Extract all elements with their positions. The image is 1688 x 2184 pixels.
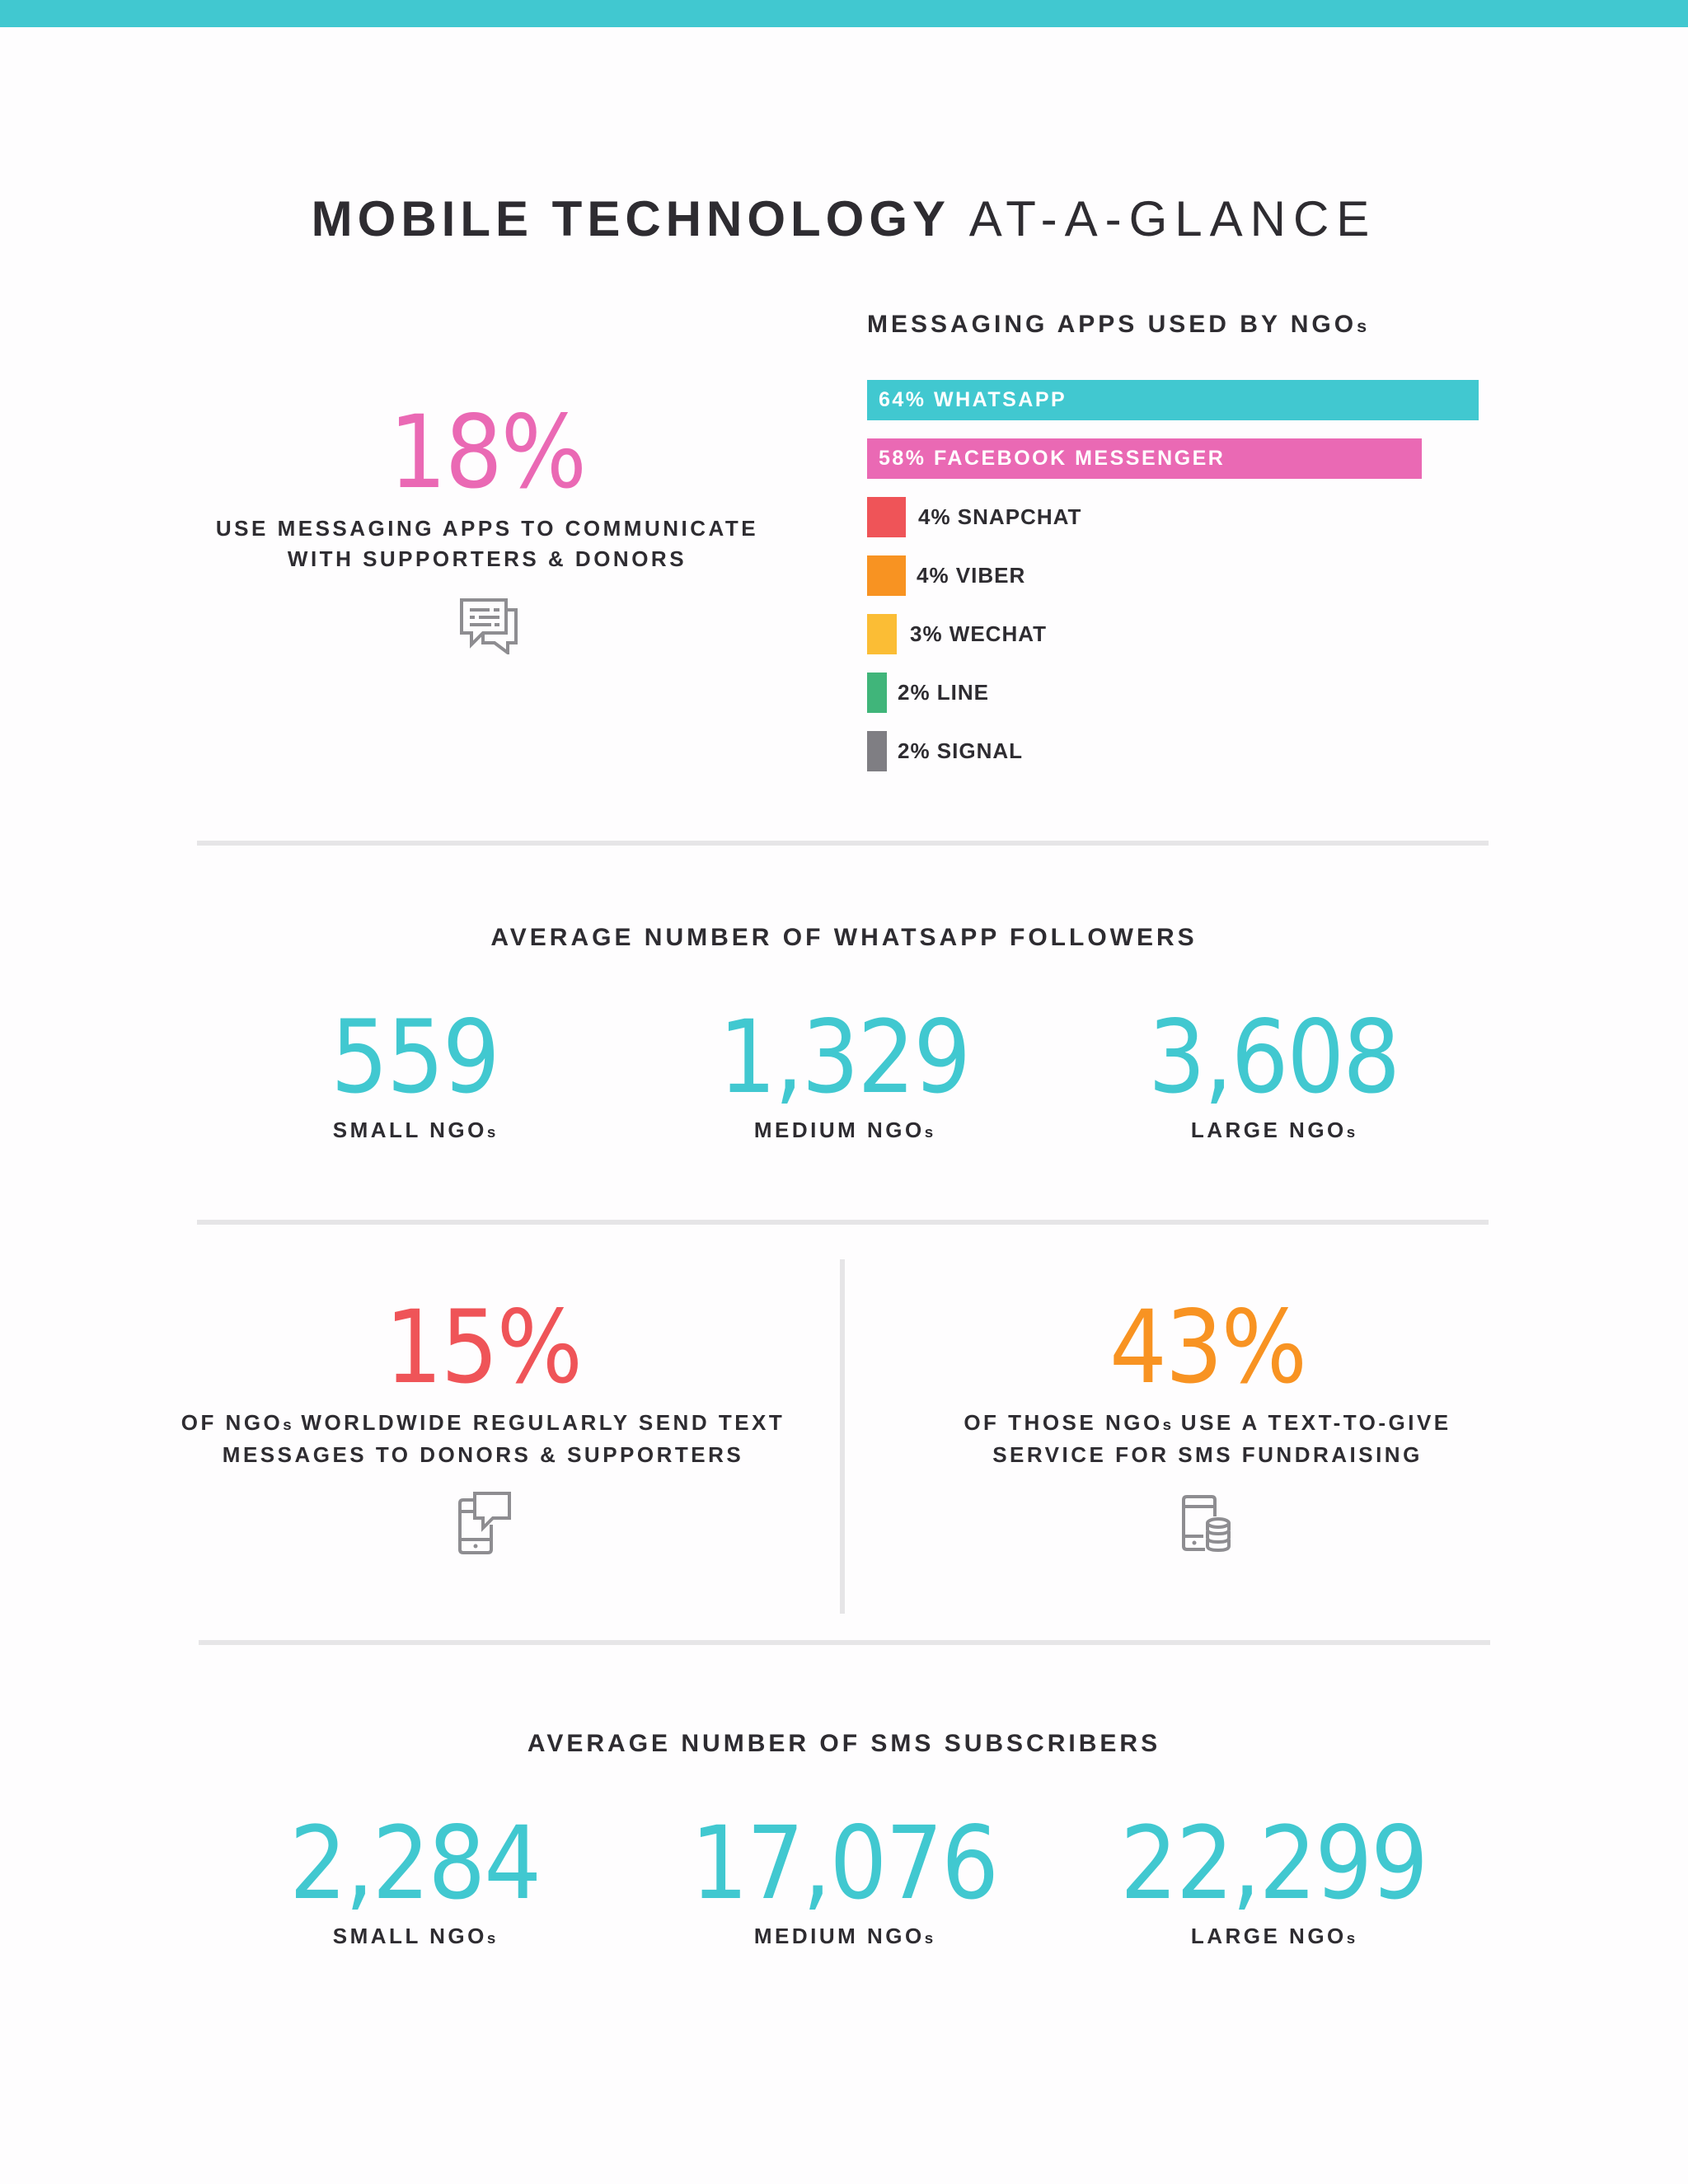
messaging-apps-chart-title: MESSAGING APPS USED BY NGOs xyxy=(867,308,1367,343)
sms-large-label: LARGE NGOs xyxy=(1059,1921,1488,1953)
text-to-give-description: OF THOSE NGOs USE A TEXT-TO-GIVE SERVICE… xyxy=(878,1408,1537,1470)
label-text: MEDIUM NGO xyxy=(753,1924,925,1948)
label-suffix: s xyxy=(486,1123,497,1141)
text-to-give-value: 43% xyxy=(1109,1289,1307,1406)
top-accent-bar xyxy=(0,0,1688,27)
bar-label-signal: 2% SIGNAL xyxy=(898,738,1024,763)
bar-line xyxy=(867,673,887,713)
title-bold: MOBILE TECHNOLOGY xyxy=(311,191,951,246)
label-suffix: s xyxy=(1346,1123,1357,1141)
messaging-usage-line2: WITH SUPPORTERS & DONORS xyxy=(287,546,687,571)
section-divider xyxy=(197,841,1489,846)
label-suffix: s xyxy=(486,1929,497,1947)
title-light: AT-A-GLANCE xyxy=(968,191,1377,246)
sms-large-value: 22,299 xyxy=(1120,1805,1428,1922)
sms-medium: 17,076 xyxy=(630,1810,1058,1917)
text-to-give-line1: OF THOSE NGOs USE A TEXT-TO-GIVE xyxy=(878,1408,1537,1440)
messaging-usage-value: 18% xyxy=(389,394,587,511)
label-text: MEDIUM NGO xyxy=(753,1118,925,1142)
bar-label-viber: 4% VIBER xyxy=(917,563,1026,588)
messaging-usage-line1: USE MESSAGING APPS TO COMMUNICATE xyxy=(215,516,759,541)
sms-medium-value: 17,076 xyxy=(691,1805,999,1922)
desc-part: OF THOSE NGO xyxy=(964,1410,1163,1435)
whatsapp-large: 3,608 xyxy=(1059,1004,1488,1111)
page-title: MOBILE TECHNOLOGY AT-A-GLANCE xyxy=(0,188,1688,251)
text-messaging-line2: MESSAGES TO DONORS & SUPPORTERS xyxy=(222,1442,744,1467)
bar-signal xyxy=(867,731,887,771)
bar-snapchat xyxy=(867,497,906,537)
desc-suffix: s xyxy=(1162,1416,1173,1433)
bar-whatsapp: 64% WHATSAPP xyxy=(867,380,1479,420)
sms-medium-label: MEDIUM NGOs xyxy=(630,1921,1058,1953)
text-to-give-line2: SERVICE FOR SMS FUNDRAISING xyxy=(992,1442,1423,1467)
desc-part: OF NGO xyxy=(181,1410,284,1435)
phone-message-icon xyxy=(457,1490,513,1556)
bar-label-line: 2% LINE xyxy=(898,680,990,705)
chat-bubbles-icon xyxy=(458,597,519,654)
whatsapp-small: 559 xyxy=(200,1004,629,1111)
sms-subscribers-title: AVERAGE NUMBER OF SMS SUBSCRIBERS xyxy=(527,1730,1161,1757)
bar-label-snapchat: 4% SNAPCHAT xyxy=(918,504,1082,529)
section-divider xyxy=(199,1640,1490,1645)
whatsapp-medium: 1,329 xyxy=(630,1004,1058,1111)
text-messaging-line1: OF NGOs WORLDWIDE REGULARLY SEND TEXT xyxy=(153,1408,813,1440)
whatsapp-large-label: LARGE NGOs xyxy=(1059,1115,1488,1147)
bar-facebook-messenger: 58% FACEBOOK MESSENGER xyxy=(867,438,1422,479)
label-suffix: s xyxy=(924,1123,935,1141)
chart-title-suffix: s xyxy=(1357,316,1368,336)
whatsapp-small-value: 559 xyxy=(331,999,499,1116)
label-text: LARGE NGO xyxy=(1190,1924,1347,1948)
whatsapp-followers-title: AVERAGE NUMBER OF WHATSAPP FOLLOWERS xyxy=(490,924,1198,951)
messaging-usage-description: USE MESSAGING APPS TO COMMUNICATE WITH S… xyxy=(190,513,784,574)
chart-title-text: MESSAGING APPS USED BY NGO xyxy=(867,311,1357,338)
whatsapp-medium-label: MEDIUM NGOs xyxy=(630,1115,1058,1147)
whatsapp-large-value: 3,608 xyxy=(1147,999,1400,1116)
section-divider xyxy=(197,1220,1489,1225)
label-text: SMALL NGO xyxy=(332,1924,487,1948)
label-text: SMALL NGO xyxy=(332,1118,487,1142)
sms-small-label: SMALL NGOs xyxy=(200,1921,629,1953)
label-suffix: s xyxy=(1346,1929,1357,1947)
desc-part: USE A TEXT-TO-GIVE xyxy=(1172,1410,1451,1435)
sms-large: 22,299 xyxy=(1059,1810,1488,1917)
text-messaging-value: 15% xyxy=(385,1289,583,1406)
sms-small: 2,284 xyxy=(200,1810,629,1917)
label-suffix: s xyxy=(924,1929,935,1947)
sms-small-value: 2,284 xyxy=(288,1805,542,1922)
whatsapp-medium-value: 1,329 xyxy=(718,999,971,1116)
bar-wechat xyxy=(867,614,897,654)
label-text: LARGE NGO xyxy=(1190,1118,1347,1142)
bar-label-whatsapp: 64% WHATSAPP xyxy=(879,388,1067,411)
desc-part: WORLDWIDE REGULARLY SEND TEXT xyxy=(292,1410,785,1435)
bar-viber xyxy=(867,555,906,596)
phone-coins-icon xyxy=(1180,1493,1231,1556)
bar-label-wechat: 3% WECHAT xyxy=(910,621,1047,646)
desc-suffix: s xyxy=(283,1416,293,1433)
bar-label-facebook-messenger: 58% FACEBOOK MESSENGER xyxy=(879,447,1226,470)
text-messaging-description: OF NGOs WORLDWIDE REGULARLY SEND TEXT ME… xyxy=(153,1408,813,1470)
whatsapp-small-label: SMALL NGOs xyxy=(200,1115,629,1147)
vertical-divider xyxy=(840,1259,845,1614)
